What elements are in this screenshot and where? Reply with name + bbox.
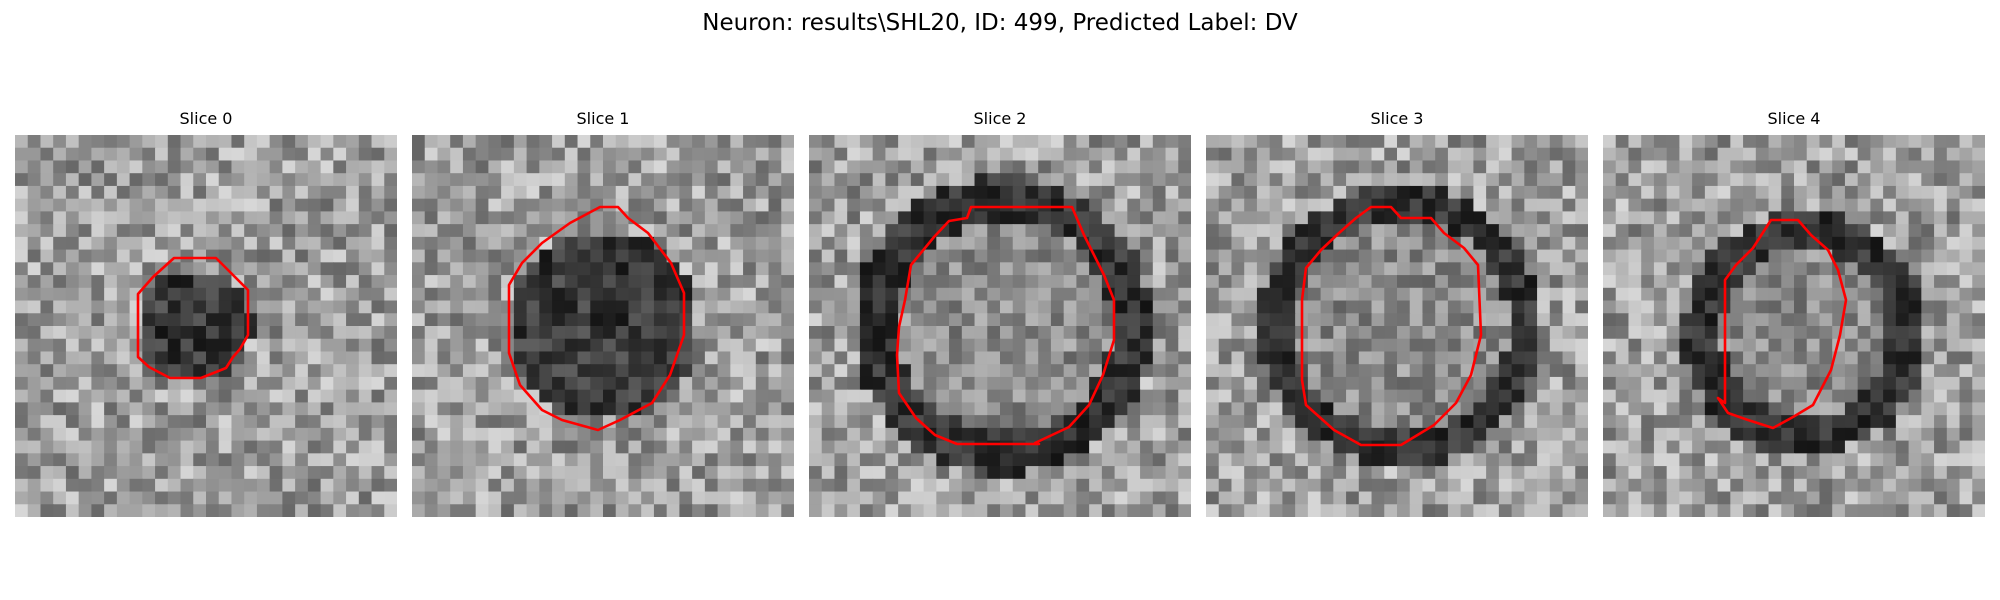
neuron-contour xyxy=(895,205,1116,446)
slice-canvas-0 xyxy=(15,135,397,517)
slice-image-0 xyxy=(15,135,397,517)
pixel-grid xyxy=(1603,135,1985,517)
slice-canvas-3 xyxy=(1206,135,1588,517)
slice-canvas-1 xyxy=(412,135,794,517)
slice-title-3: Slice 3 xyxy=(1370,109,1424,128)
pixel-grid xyxy=(1206,135,1588,517)
slice-panel-3: Slice 3 xyxy=(1206,108,1588,517)
neuron-contour xyxy=(507,205,686,432)
slice-image-1 xyxy=(412,135,794,517)
slice-title-0: Slice 0 xyxy=(179,109,233,128)
slice-title-4: Slice 4 xyxy=(1767,109,1821,128)
neuron-contour xyxy=(136,256,250,380)
figure-title: Neuron: results\SHL20, ID: 499, Predicte… xyxy=(702,10,1298,36)
neuron-contour xyxy=(1716,218,1848,430)
pixel-grid xyxy=(809,135,1191,517)
neuron-contour xyxy=(1300,205,1483,447)
slice-panel-1: Slice 1 xyxy=(412,108,794,517)
pixel-grid xyxy=(412,135,794,517)
slice-image-4 xyxy=(1603,135,1985,517)
slice-title-1: Slice 1 xyxy=(576,109,630,128)
slice-panel-4: Slice 4 xyxy=(1603,108,1985,517)
slice-panel-2: Slice 2 xyxy=(809,108,1191,517)
slice-image-3 xyxy=(1206,135,1588,517)
slice-title-2: Slice 2 xyxy=(973,109,1027,128)
slice-panel-0: Slice 0 xyxy=(15,108,397,517)
slice-image-2 xyxy=(809,135,1191,517)
pixel-grid xyxy=(15,135,397,517)
slice-canvas-4 xyxy=(1603,135,1985,517)
slice-canvas-2 xyxy=(809,135,1191,517)
